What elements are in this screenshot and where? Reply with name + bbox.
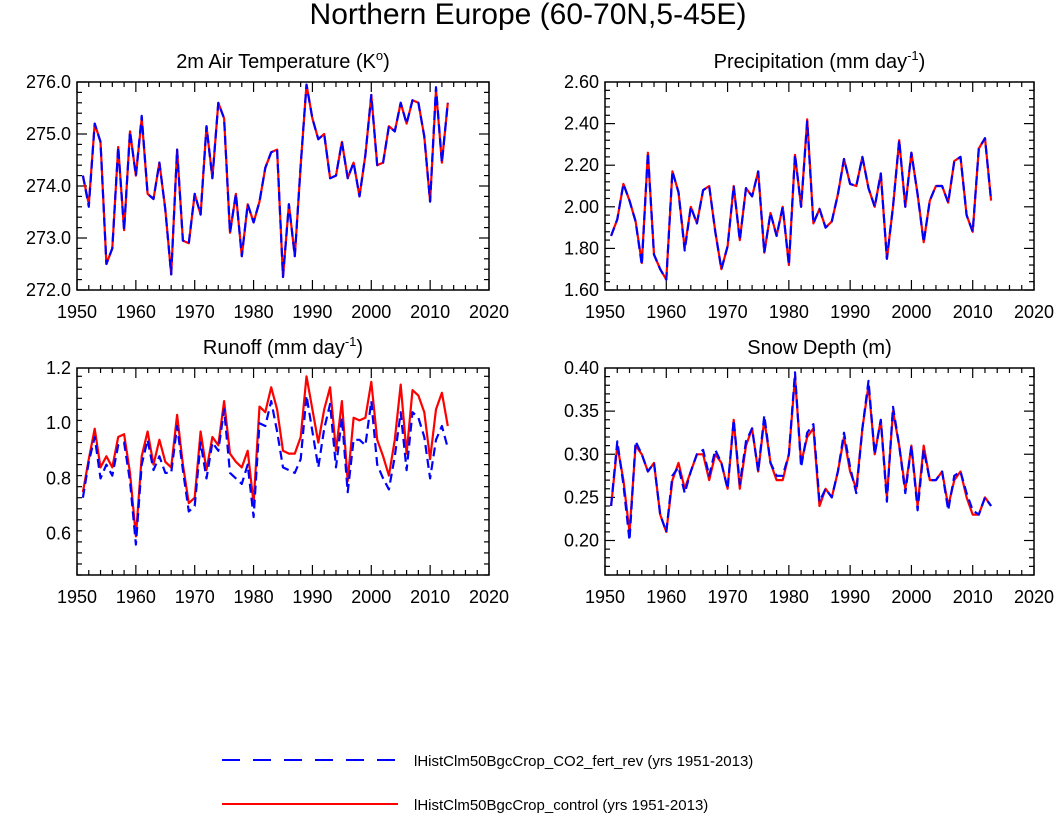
snow-depth-x-tick-label: 1960 — [646, 587, 686, 607]
precipitation-x-tick-label: 1990 — [830, 302, 870, 322]
runoff-x-tick-label: 2010 — [410, 587, 450, 607]
runoff-y-tick-label: 0.8 — [46, 468, 71, 488]
air-temperature-y-tick-label: 274.0 — [26, 176, 71, 196]
runoff-series-control — [81, 375, 449, 538]
runoff-frame — [76, 367, 490, 576]
runoff-panel: Runoff (mm day-1) 1950 1960 1970 1980 1990 200… — [46, 334, 509, 607]
figure-title: Northern Europe (60-70N,5-45E) — [310, 0, 747, 31]
precipitation-x-tick-label: 1950 — [585, 302, 625, 322]
snow-depth-x-tick-label: 2000 — [891, 587, 931, 607]
legend-label-control: lHistClm50BgcCrop_control (yrs 1951-2013… — [414, 797, 708, 814]
snow-depth-y-tick-label: 0.30 — [564, 444, 599, 464]
runoff-title-text: Runoff (mm day — [203, 337, 345, 359]
air-temperature-y-tick-label: 272.0 — [26, 280, 71, 300]
precipitation-x-tick-label: 2020 — [1014, 302, 1054, 322]
air-temperature-x-tick-label: 2000 — [351, 302, 391, 322]
legend: lHistClm50BgcCrop_CO2_fert_rev (yrs 1951… — [222, 753, 753, 814]
air-temperature-panel: 2m Air Temperature (Ko) 1950 1960 1970 1980 1… — [26, 48, 509, 322]
air-temperature-x-tick-label: 1950 — [57, 302, 97, 322]
air-temperature-x-tick-label: 2020 — [469, 302, 509, 322]
air-temperature-x-tick-label: 2010 — [410, 302, 450, 322]
air-temperature-x-tick-label: 1970 — [175, 302, 215, 322]
air-temperature-title-close: ) — [383, 51, 390, 73]
snow-depth-y-tick-label: 0.20 — [564, 531, 599, 551]
snow-depth-panel: Snow Depth (m) 1950 1960 1970 1980 1990 2000 20… — [564, 337, 1054, 607]
precipitation-x-tick-label: 1970 — [708, 302, 748, 322]
snow-depth-series-co2-fert-rev — [610, 371, 992, 542]
precipitation-title: Precipitation (mm day-1) — [714, 48, 926, 73]
precipitation-panel: Precipitation (mm day-1) 1950 1960 1970 1980… — [564, 48, 1054, 322]
snow-depth-x-tick-label: 1980 — [769, 587, 809, 607]
precipitation-frame — [604, 81, 1035, 291]
air-temperature-x-tick-label: 1960 — [116, 302, 156, 322]
air-temperature-y-tick-label: 273.0 — [26, 228, 71, 248]
snow-depth-y-tick-label: 0.40 — [564, 358, 599, 378]
runoff-x-tick-label: 1960 — [116, 587, 156, 607]
runoff-x-tick-label: 2020 — [469, 587, 509, 607]
snow-depth-x-tick-label: 1990 — [830, 587, 870, 607]
runoff-x-tick-label: 1950 — [57, 587, 97, 607]
runoff-y-tick-label: 1.0 — [46, 413, 71, 433]
runoff-title-close: ) — [356, 337, 363, 359]
precipitation-x-tick-label: 2010 — [953, 302, 993, 322]
air-temperature-title: 2m Air Temperature (Ko) — [176, 48, 390, 73]
air-temperature-y-tick-label: 275.0 — [26, 124, 71, 144]
precipitation-y-tick-label: 2.60 — [564, 72, 599, 92]
legend-label-co2-fert-rev: lHistClm50BgcCrop_CO2_fert_rev (yrs 1951… — [414, 753, 753, 770]
snow-depth-series-control — [610, 375, 992, 534]
snow-depth-x-tick-label: 1950 — [585, 587, 625, 607]
runoff-x-tick-label: 1990 — [292, 587, 332, 607]
air-temperature-title-sup: o — [376, 48, 383, 63]
snow-depth-x-tick-label: 2010 — [953, 587, 993, 607]
snow-depth-title-text: Snow Depth (m) — [747, 337, 892, 359]
precipitation-y-tick-label: 2.00 — [564, 197, 599, 217]
precipitation-x-tick-label: 2000 — [891, 302, 931, 322]
precipitation-y-tick-label: 1.80 — [564, 238, 599, 258]
runoff-title-sup: -1 — [345, 334, 357, 349]
air-temperature-series-control — [81, 83, 449, 279]
air-temperature-series-co2-fert-rev — [81, 83, 449, 279]
precipitation-x-tick-label: 1980 — [769, 302, 809, 322]
runoff-y-tick-label: 1.2 — [46, 358, 71, 378]
snow-depth-y-tick-label: 0.25 — [564, 487, 599, 507]
runoff-y-tick-label: 0.6 — [46, 524, 71, 544]
precipitation-series-co2-fert-rev — [610, 120, 993, 281]
snow-depth-x-tick-label: 2020 — [1014, 587, 1054, 607]
snow-depth-frame — [604, 367, 1035, 576]
runoff-x-tick-label: 1970 — [175, 587, 215, 607]
snow-depth-y-tick-label: 0.35 — [564, 401, 599, 421]
runoff-series-co2-fert-rev — [81, 394, 449, 546]
precipitation-y-tick-label: 1.60 — [564, 280, 599, 300]
runoff-title: Runoff (mm day-1) — [203, 334, 363, 359]
snow-depth-x-tick-label: 1970 — [708, 587, 748, 607]
air-temperature-title-text: 2m Air Temperature (K — [176, 51, 376, 73]
precipitation-x-tick-label: 1960 — [646, 302, 686, 322]
precipitation-y-tick-label: 2.40 — [564, 114, 599, 134]
precipitation-title-sup: -1 — [907, 48, 919, 63]
precipitation-y-tick-label: 2.20 — [564, 155, 599, 175]
snow-depth-title: Snow Depth (m) — [747, 337, 892, 359]
precipitation-title-close: ) — [919, 51, 926, 73]
air-temperature-y-tick-label: 276.0 — [26, 72, 71, 92]
air-temperature-x-tick-label: 1990 — [292, 302, 332, 322]
runoff-x-tick-label: 1980 — [234, 587, 274, 607]
runoff-x-tick-label: 2000 — [351, 587, 391, 607]
air-temperature-x-tick-label: 1980 — [234, 302, 274, 322]
precipitation-title-text: Precipitation (mm day — [714, 51, 907, 73]
